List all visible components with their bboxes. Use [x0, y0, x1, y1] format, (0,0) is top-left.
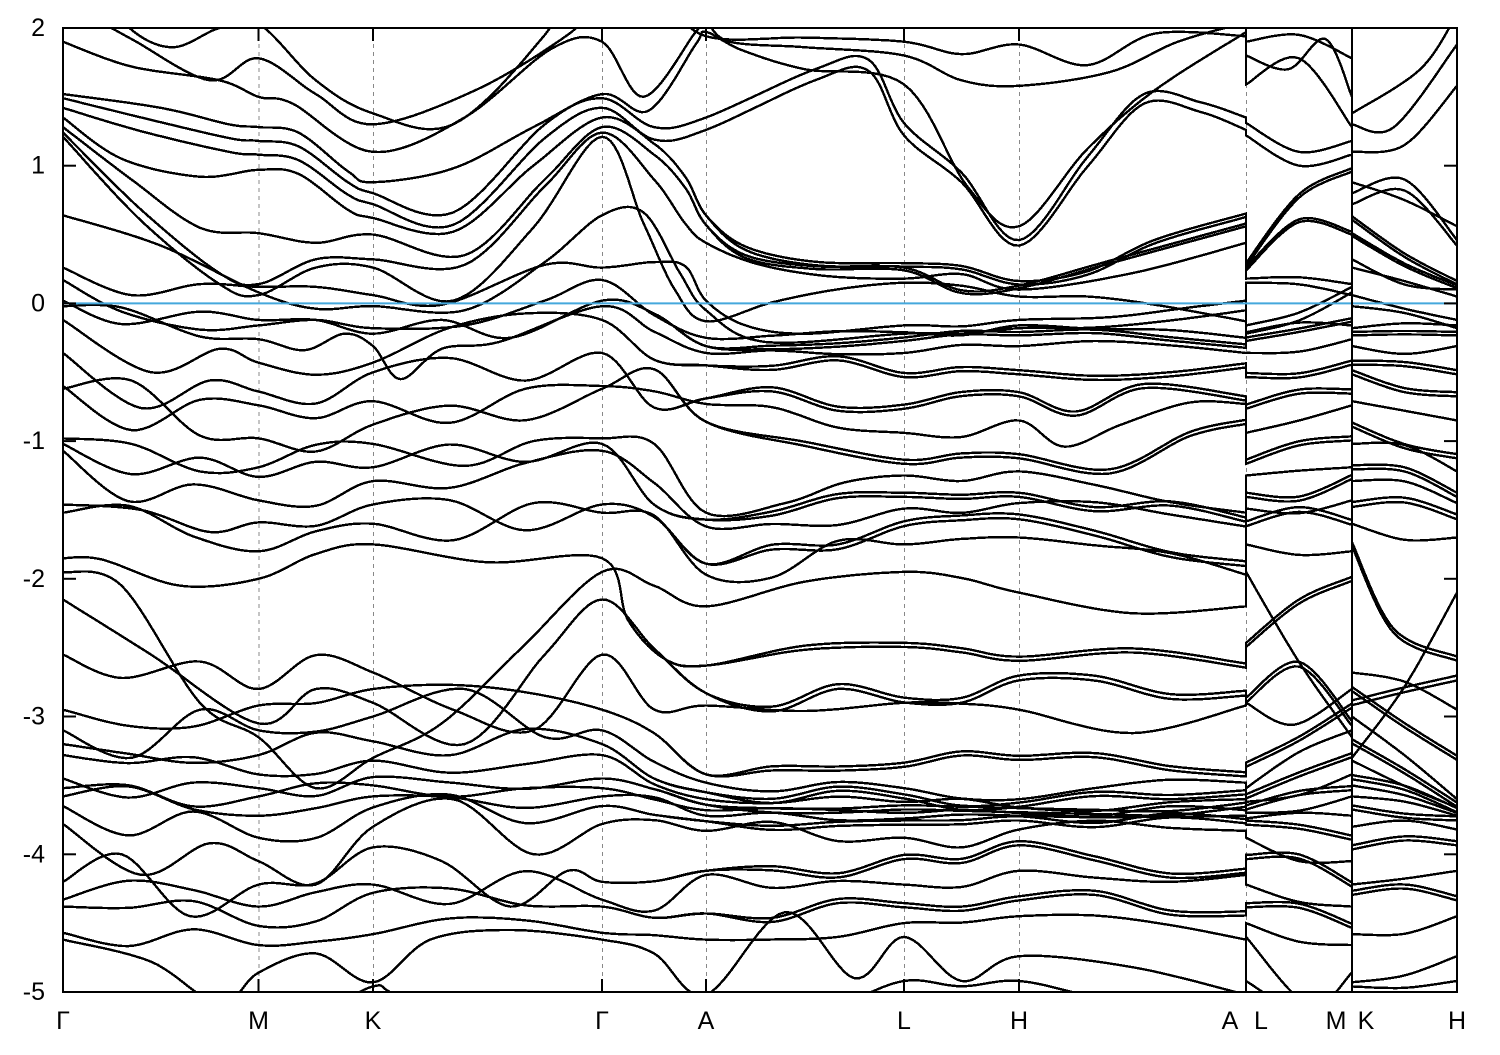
svg-text:Γ: Γ	[595, 1007, 609, 1035]
svg-text:H: H	[1010, 1007, 1028, 1035]
svg-text:K: K	[1358, 1007, 1375, 1035]
svg-text:K: K	[365, 1007, 382, 1035]
svg-text:A: A	[1222, 1007, 1239, 1035]
svg-text:A: A	[698, 1007, 715, 1035]
svg-text:L: L	[1254, 1007, 1268, 1035]
svg-text:-4: -4	[23, 840, 45, 868]
svg-text:-5: -5	[23, 978, 45, 1006]
svg-text:M: M	[1326, 1007, 1347, 1035]
svg-text:M: M	[248, 1007, 269, 1035]
svg-text:Γ: Γ	[56, 1007, 70, 1035]
svg-text:0: 0	[31, 289, 45, 317]
svg-text:L: L	[897, 1007, 911, 1035]
svg-text:2: 2	[31, 14, 45, 42]
svg-text:-2: -2	[23, 565, 45, 593]
svg-text:1: 1	[31, 152, 45, 180]
svg-text:-3: -3	[23, 703, 45, 731]
svg-text:-1: -1	[23, 427, 45, 455]
svg-text:H: H	[1448, 1007, 1466, 1035]
